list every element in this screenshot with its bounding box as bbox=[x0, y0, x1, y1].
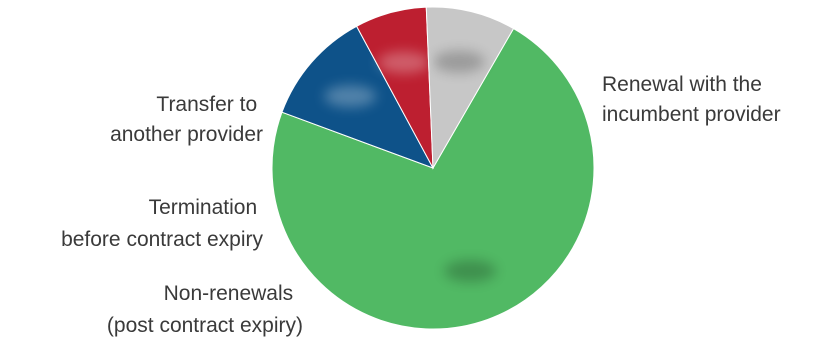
slice-highlight-renewal bbox=[444, 260, 496, 282]
slice-highlight-non-renewal bbox=[324, 85, 376, 107]
label-transfer: Transfer to another provider bbox=[110, 93, 263, 146]
label-transfer-line2: another provider bbox=[110, 123, 263, 146]
label-termination-line2: before contract expiry bbox=[61, 228, 263, 251]
label-renewal-line2: incumbent provider bbox=[602, 103, 781, 126]
label-non-renewal-line1: Non-renewals bbox=[164, 282, 294, 305]
label-renewal: Renewal with the incumbent provider bbox=[602, 73, 781, 126]
pie-slices bbox=[272, 7, 594, 329]
label-termination-line1: Termination bbox=[149, 196, 258, 219]
slice-highlight-transfer bbox=[433, 51, 485, 73]
slice-highlight-termination bbox=[378, 51, 430, 73]
label-transfer-line1: Transfer to bbox=[156, 93, 257, 116]
label-non-renewal: Non-renewals (post contract expiry) bbox=[107, 282, 303, 337]
label-renewal-line1: Renewal with the bbox=[602, 73, 762, 96]
label-non-renewal-line2: (post contract expiry) bbox=[107, 314, 303, 337]
label-termination: Termination before contract expiry bbox=[61, 196, 263, 251]
